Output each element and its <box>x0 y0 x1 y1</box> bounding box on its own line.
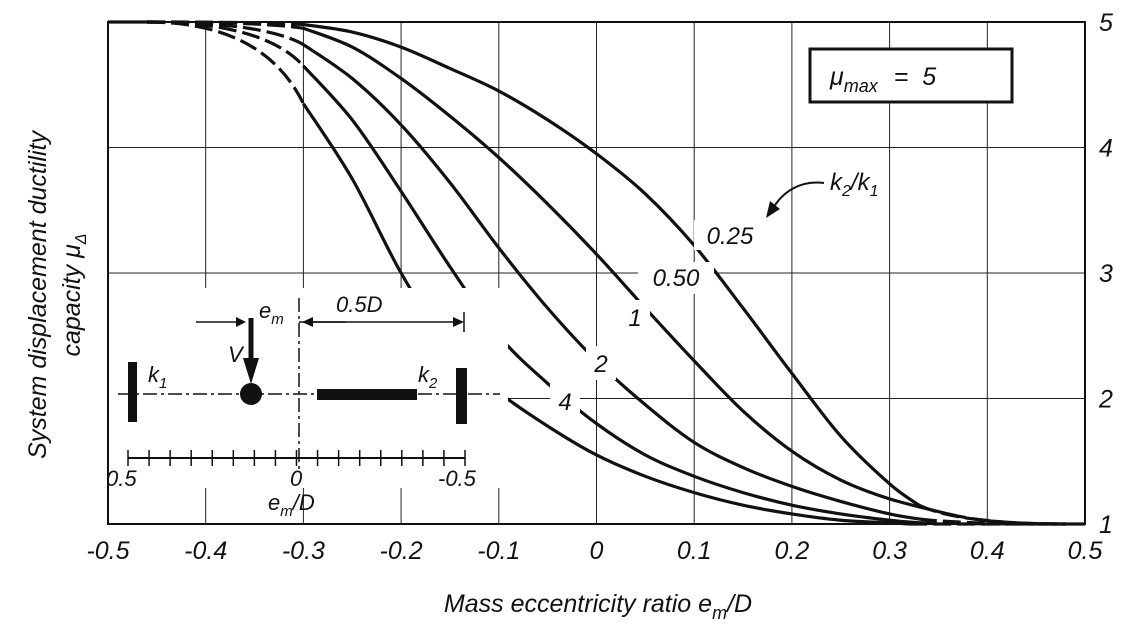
y-tick-label: 1 <box>1099 511 1113 539</box>
curve-label-0.50: 0.50 <box>653 265 700 292</box>
curve-dash-bottom <box>918 503 1066 526</box>
inset-k2: k2 <box>418 362 438 392</box>
x-tick-label: 0.2 <box>775 537 810 565</box>
x-tick-label: -0.5 <box>86 537 129 565</box>
y-tick-label: 2 <box>1098 386 1113 414</box>
curve-dash-top <box>147 20 305 68</box>
x-tick-label: -0.3 <box>282 537 325 565</box>
y-tick-label: 4 <box>1099 135 1113 163</box>
curve-line-0.25 <box>303 22 920 507</box>
curve-line-2 <box>302 64 920 525</box>
x-tick-label: -0.4 <box>184 537 227 565</box>
x-tick-label: 0 <box>590 537 604 565</box>
tick-labels: -0.5 -0.4 -0.3 -0.2 -0.1 0 0.1 0.2 0.3 0.4 0.51234… <box>86 9 1113 565</box>
inset-axis-label: em/D <box>268 490 315 520</box>
x-tick-label: -0.1 <box>477 537 520 565</box>
curve-dash-top <box>147 20 305 105</box>
curve-label-1: 1 <box>628 305 641 332</box>
curve-line-4 <box>302 102 910 526</box>
curve-label-2: 2 <box>593 351 607 378</box>
curve-line-0.50 <box>302 26 949 516</box>
inset-k1: k1 <box>148 362 167 392</box>
y-tick-label: 5 <box>1099 9 1113 37</box>
inset-V: V <box>228 342 245 367</box>
curve-labels: 0.25 0.50 1 2 4 <box>550 220 766 418</box>
inset-tick-mid: 0 <box>290 466 303 491</box>
x-axis-label: Mass eccentricity ratio em/D <box>444 590 752 623</box>
inset-half-D: 0.5D <box>336 292 383 317</box>
mu-max-box: μmax = 5 <box>808 47 1014 104</box>
x-tick-label: 0.3 <box>872 537 907 565</box>
inset-tick-right: -0.5 <box>438 466 477 491</box>
plot-frame <box>107 21 1086 525</box>
x-tick-label: -0.2 <box>380 537 423 565</box>
inset-em: em <box>259 298 284 328</box>
y-axis-label-line1: System displacement ductility <box>24 130 52 459</box>
curve-label-0.25: 0.25 <box>707 223 754 250</box>
inset-tick-left: 0.5 <box>106 466 137 491</box>
y-axis-label-line2: capacity μΔ <box>58 233 90 356</box>
x-tick-label: 0.4 <box>970 537 1005 565</box>
svg-text:μmax= 5: μmax = 5 <box>829 63 936 96</box>
svg-text:k2/k1: k2/k1 <box>830 169 878 200</box>
x-tick-label: 0.1 <box>677 537 712 565</box>
curve-label-4: 4 <box>558 389 571 416</box>
series-legend-title: k2/k1 <box>766 169 878 218</box>
inset-schematic: k1 k2 em V 0.5D 0.5 0 -0.5 em/D <box>106 288 508 520</box>
y-tick-label: 3 <box>1099 260 1113 288</box>
x-tick-label: 0.5 <box>1068 537 1103 565</box>
